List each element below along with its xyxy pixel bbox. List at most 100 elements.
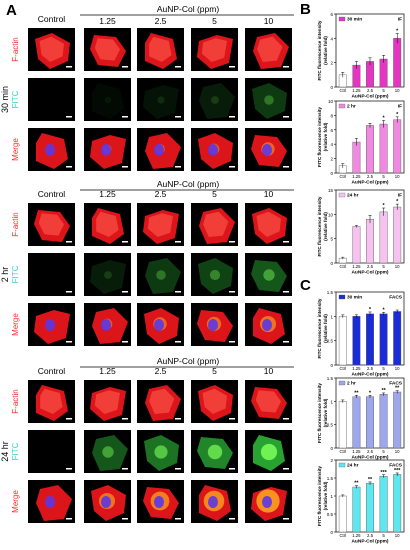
cell-highlight [202,388,227,414]
scale-bar [229,241,235,243]
scale-bar [175,468,181,470]
legend-swatch [338,103,346,109]
bar [366,483,374,533]
bar [352,141,361,174]
y-tick-label: 1 [330,494,333,499]
x-axis-label: AuNP-Col (ppm) [351,539,388,545]
nucleus [262,144,272,156]
column-label: Control [38,14,66,24]
cell-fitc [199,83,235,119]
y-tick-label: 8 [330,113,333,118]
cell-fitc [252,83,287,119]
scale-bar [122,518,128,520]
legend-swatch [338,294,346,300]
fitc-spot [154,445,168,459]
x-tick-label: Ctrl [339,174,346,179]
scale-bar [283,418,289,420]
x-tick-label: 5 [382,449,385,454]
x-tick-label: 1.25 [352,174,361,179]
y-tick-label: 0 [330,363,333,368]
x-tick-label: 5 [382,264,385,269]
significance-marker: *** [380,470,387,476]
cell-highlight [147,213,173,237]
bar [379,313,388,366]
fitc-spot [104,96,112,104]
micrograph-tile [84,253,131,296]
cell-highlight [40,388,63,414]
cell-highlight [94,38,120,61]
scale-bar [66,66,72,68]
bar-chart: 0 0.5 1 1.5 2 FITC fluorescence intensity (rel… [317,458,405,545]
y-axis-label: FITC fluorescence intensity [317,383,322,443]
fitc-spot [157,96,165,104]
scale-bar [229,291,235,293]
scale-bar [229,116,235,118]
y-tick-label: 2 [330,61,333,66]
bar [366,61,374,88]
x-axis-label: AuNP-Col (ppm) [351,94,388,100]
x-tick-label: 2.5 [367,88,374,93]
fitc-spot [260,443,278,461]
y-tick-label: 2 [330,458,333,463]
assay-tag: IF [398,193,402,199]
scale-bar [283,66,289,68]
scale-bar [66,291,72,293]
nucleus [154,496,164,508]
cell-highlight [255,390,281,413]
x-tick-label: 5 [382,88,385,93]
scale-bar [175,291,181,293]
scale-bar [175,241,181,243]
y-axis-label: FITC fluorescence intensity [317,107,322,167]
cell-fitc [92,83,124,119]
scale-bar [175,116,181,118]
cell-highlight [203,211,229,237]
nucleus [208,496,218,508]
micrograph-tile [191,78,238,121]
panel-letter-a: A [6,2,17,19]
x-tick-label: 1.25 [352,366,361,371]
bar [393,206,402,264]
x-tick-label: 1.25 [352,449,361,454]
nucleus [262,496,272,508]
fitc-spot [209,269,221,281]
scale-bar [66,116,72,118]
scale-bar [283,116,289,118]
legend-label: 30 min [347,295,362,301]
scale-bar [229,518,235,520]
scale-bar [229,341,235,343]
column-label: 1.25 [99,189,116,199]
scale-bar [122,418,128,420]
column-label: 2.5 [155,189,167,199]
legend-label: 2 hr [347,104,356,110]
significance-marker: * [383,307,386,313]
nucleus [45,496,55,508]
significance-marker: * [383,203,386,209]
significance-marker: * [396,28,399,34]
bar [352,316,361,366]
cell-highlight [149,36,172,62]
scale-bar [229,468,235,470]
x-tick-label: 2.5 [367,533,374,538]
scale-bar [229,66,235,68]
significance-marker: * [369,307,372,313]
column-label: 10 [264,16,274,26]
column-label: 5 [212,189,217,199]
significance-marker: * [369,390,372,396]
bar [366,218,374,264]
cell-highlight [149,388,175,414]
cell-fitc [251,260,287,292]
cell-highlight [38,213,64,236]
bar [393,474,402,533]
scale-bar [175,66,181,68]
x-tick-label: 10 [395,449,400,454]
bar [338,316,347,366]
fitc-spot [104,271,112,279]
micrograph-tile [84,78,131,121]
scale-bar [175,166,181,168]
micrograph-tile [84,430,131,473]
panel-letter-c: C [300,277,311,294]
x-axis-label: AuNP-Col (ppm) [351,270,388,276]
fitc-spot [102,446,114,458]
fitc-spot [211,96,219,104]
significance-marker: * [383,115,386,121]
